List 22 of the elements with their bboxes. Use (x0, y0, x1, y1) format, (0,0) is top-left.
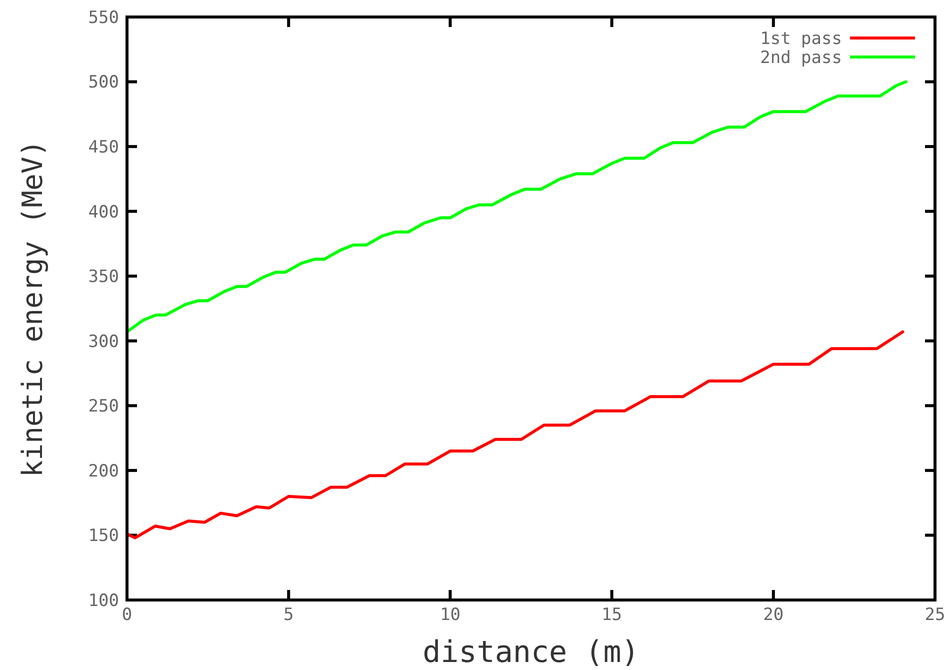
legend-label: 2nd pass (760, 48, 842, 68)
y-tick-label: 450 (88, 138, 119, 158)
legend-label: 1st pass (760, 28, 842, 49)
x-tick-label: 25 (924, 605, 946, 625)
y-tick-label: 400 (88, 202, 119, 222)
x-tick-label: 10 (440, 605, 460, 625)
x-tick-label: 20 (763, 605, 784, 625)
x-tick-label: 5 (283, 605, 294, 625)
y-tick-label: 100 (88, 590, 119, 611)
x-tick-label: 15 (602, 605, 622, 625)
y-tick-label: 550 (88, 8, 119, 28)
y-tick-label: 200 (88, 461, 119, 482)
y-axis-title: kinetic energy (MeV) (16, 140, 49, 478)
y-tick-label: 150 (88, 526, 119, 546)
y-tick-label: 300 (88, 332, 119, 352)
y-tick-label: 250 (88, 396, 119, 417)
line-series (126, 80, 908, 334)
x-axis-title: distance (m) (422, 635, 640, 670)
x-tick-label: 0 (122, 605, 132, 625)
line-series (126, 330, 904, 540)
y-tick-label: 500 (88, 72, 119, 93)
y-tick-label: 350 (88, 267, 119, 288)
